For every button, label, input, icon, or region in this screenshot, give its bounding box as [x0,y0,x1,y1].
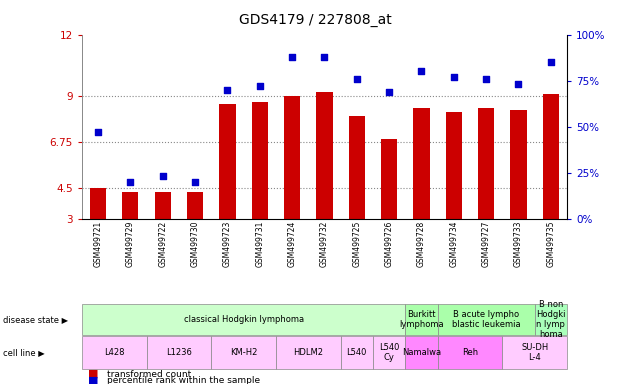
Point [125,179,135,185]
Text: Burkitt
lymphoma: Burkitt lymphoma [399,310,444,329]
Bar [446,113,462,219]
Point [319,54,329,60]
Bar [543,94,559,219]
Bar [187,192,203,219]
Text: B non
Hodgki
n lymp
homa: B non Hodgki n lymp homa [536,300,566,339]
Point [513,81,524,88]
Bar [284,96,301,219]
Bar [413,108,430,219]
Bar [349,116,365,219]
Bar [155,192,171,219]
Bar [219,104,236,219]
Bar [252,102,268,219]
Text: HDLM2: HDLM2 [294,348,323,357]
Bar [510,110,527,219]
Text: L428: L428 [104,348,125,357]
Bar [381,139,398,219]
Text: disease state ▶: disease state ▶ [3,315,68,324]
Point [93,129,103,135]
Bar [90,188,106,219]
Bar [316,92,333,219]
Text: B acute lympho
blastic leukemia: B acute lympho blastic leukemia [452,310,520,329]
Text: KM-H2: KM-H2 [230,348,257,357]
Text: L1236: L1236 [166,348,192,357]
Point [190,179,200,185]
Text: ■: ■ [88,376,99,384]
Text: Namalwa: Namalwa [402,348,441,357]
Text: GDS4179 / 227808_at: GDS4179 / 227808_at [239,13,391,27]
Point [449,74,459,80]
Point [287,54,297,60]
Text: SU-DH
L-4: SU-DH L-4 [521,343,548,362]
Point [255,83,265,89]
Text: percentile rank within the sample: percentile rank within the sample [107,376,260,384]
Text: Reh: Reh [462,348,478,357]
Point [158,174,168,180]
Point [352,76,362,82]
Bar [122,192,139,219]
Text: ■: ■ [88,369,99,379]
Point [481,76,491,82]
Point [384,89,394,95]
Text: L540: L540 [346,348,367,357]
Bar [478,108,495,219]
Text: classical Hodgkin lymphoma: classical Hodgkin lymphoma [183,315,304,324]
Text: cell line ▶: cell line ▶ [3,348,45,357]
Point [222,87,232,93]
Text: transformed count: transformed count [107,369,192,379]
Point [546,59,556,65]
Point [416,68,427,74]
Text: L540
Cy: L540 Cy [379,343,399,362]
